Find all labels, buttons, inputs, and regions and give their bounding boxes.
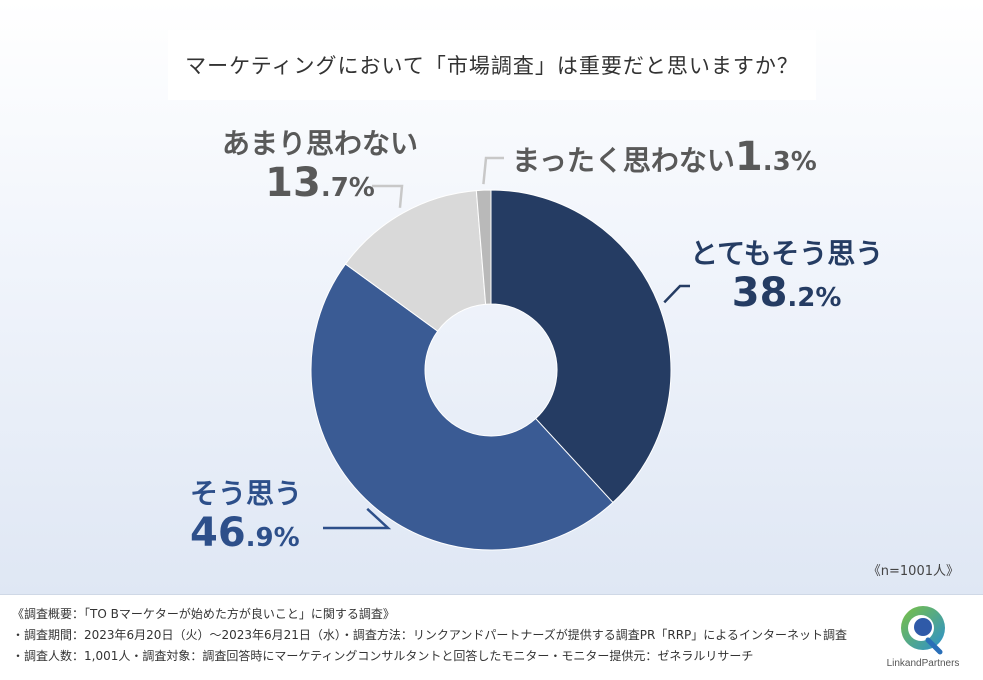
label-value-frac: .2% — [787, 283, 842, 314]
leader-line-2 — [372, 184, 404, 208]
leader-line-3 — [482, 156, 504, 185]
sample-size: 《n=1001人》 — [867, 564, 959, 579]
footer-line-overview: 《調査概要：「TO Bマーケターが始めた方が良いこと」に関する調査》 — [12, 607, 395, 621]
leader-line-0 — [663, 284, 690, 304]
label-strongly-disagree: まったく思わない1.3% — [512, 134, 817, 180]
footer-line-period: ・調査期間：2023年6月20日（火）～2023年6月21日（水）・調査方法：リ… — [12, 628, 847, 642]
logo-text: LinkandPartners — [886, 658, 960, 669]
label-value-frac: .3% — [762, 147, 817, 177]
label-agree: そう思う 46.9% — [190, 477, 303, 557]
company-logo: LinkandPartners — [880, 600, 966, 676]
label-name: あまり思わない — [222, 127, 419, 160]
donut-chart — [310, 156, 690, 551]
label-value-main: 38 — [731, 270, 788, 317]
label-value-frac: .9% — [245, 523, 300, 554]
leader-line-1 — [323, 507, 392, 530]
label-name: とてもそう思う — [690, 237, 884, 270]
slice-3 — [475, 189, 492, 305]
label-name: そう思う — [190, 477, 303, 510]
slice-0 — [490, 189, 672, 504]
label-value-main: 1 — [734, 134, 763, 180]
survey-footer: 《調査概要：「TO Bマーケターが始めた方が良いこと」に関する調査》 ・調査期間… — [12, 604, 847, 667]
slice-1 — [310, 263, 614, 551]
label-value-main: 13 — [265, 160, 321, 207]
label-value-main: 46 — [190, 510, 246, 557]
logo-mark-icon — [901, 606, 945, 655]
chart-title-box: マーケティングにおいて「市場調査」は重要だと思いますか？ — [168, 30, 816, 100]
slice-2 — [344, 190, 487, 332]
chart-title: マーケティングにおいて「市場調査」は重要だと思いますか？ — [185, 54, 799, 78]
label-value-frac: .7% — [320, 173, 375, 204]
footer-line-target: ・調査人数：1,001人・調査対象：調査回答時にマーケティングコンサルタントと回… — [12, 649, 754, 663]
label-strongly-agree: とてもそう思う 38.2% — [690, 237, 884, 317]
label-disagree: あまり思わない 13.7% — [222, 127, 419, 207]
label-name: まったく思わない — [512, 144, 735, 177]
